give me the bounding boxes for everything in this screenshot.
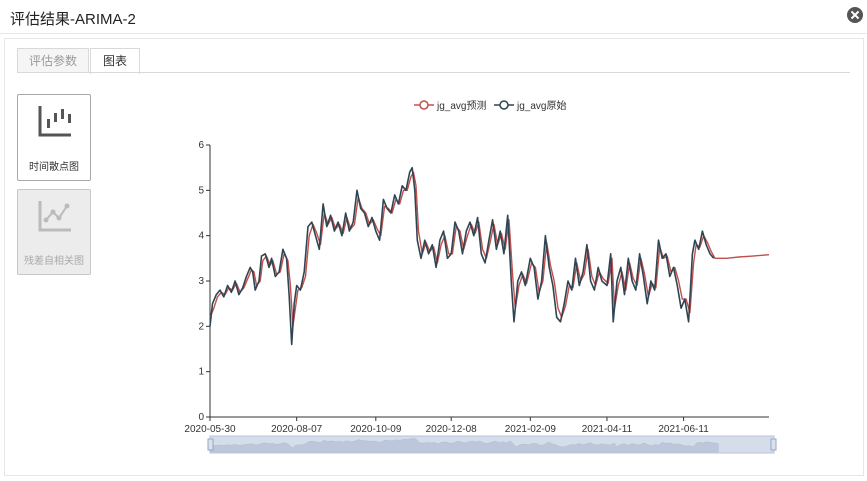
- line-scatter-chart-icon: [38, 201, 71, 232]
- x-tick-label: 2020-12-08: [426, 424, 478, 435]
- time-scatter-label: 时间散点图: [29, 162, 79, 173]
- x-tick-label: 2021-06-11: [658, 424, 709, 435]
- y-tick-label: 3: [198, 276, 204, 287]
- tab-divider: [17, 72, 850, 73]
- x-tick-label: 2021-04-11: [582, 424, 633, 435]
- legend-swatch-marker: [419, 100, 429, 110]
- bar-dots-chart-icon: [38, 106, 71, 137]
- zoom-handle-right: [770, 438, 777, 451]
- legend-swatch-marker: [499, 100, 509, 110]
- x-tick-label: 2020-05-30: [184, 424, 236, 435]
- y-tick-label: 0: [198, 412, 204, 423]
- chart-legend[interactable]: jg_avg预测 jg_avg原始: [414, 99, 566, 112]
- legend-item-predicted: jg_avg预测: [436, 99, 486, 112]
- x-tick-label: 2020-10-09: [350, 424, 402, 435]
- residual-acf-button[interactable]: 残差自相关图: [17, 189, 91, 275]
- series-group: [209, 166, 770, 346]
- window-title: 评估结果-ARIMA-2: [10, 11, 136, 28]
- zoom-handle-left: [207, 438, 214, 451]
- y-tick-label: 1: [198, 367, 204, 378]
- y-tick-label: 4: [198, 231, 204, 242]
- tab-eval-params[interactable]: 评估参数: [17, 48, 89, 73]
- tab-chart[interactable]: 图表: [90, 48, 140, 74]
- data-zoom-slider[interactable]: [207, 435, 777, 454]
- y-tick-label: 5: [198, 185, 204, 196]
- x-tick-label: 2021-02-09: [505, 424, 557, 435]
- y-axis: 0 1 2 3 4 5 6: [198, 140, 211, 423]
- legend-item-original: jg_avg原始: [516, 99, 566, 112]
- x-axis: 2020-05-30 2020-08-07 2020-10-09 2020-12-08…: [184, 416, 769, 435]
- y-tick-label: 2: [198, 321, 204, 332]
- close-icon[interactable]: [847, 7, 863, 23]
- x-tick-label: 2020-08-07: [271, 424, 323, 435]
- window-titlebar: 评估结果-ARIMA-2: [0, 0, 867, 34]
- residual-acf-label: 残差自相关图: [24, 256, 84, 267]
- series-line-original: [209, 166, 715, 346]
- y-tick-label: 6: [198, 140, 204, 151]
- time-scatter-button[interactable]: 时间散点图: [17, 94, 91, 181]
- zoom-preview-area: [209, 438, 719, 453]
